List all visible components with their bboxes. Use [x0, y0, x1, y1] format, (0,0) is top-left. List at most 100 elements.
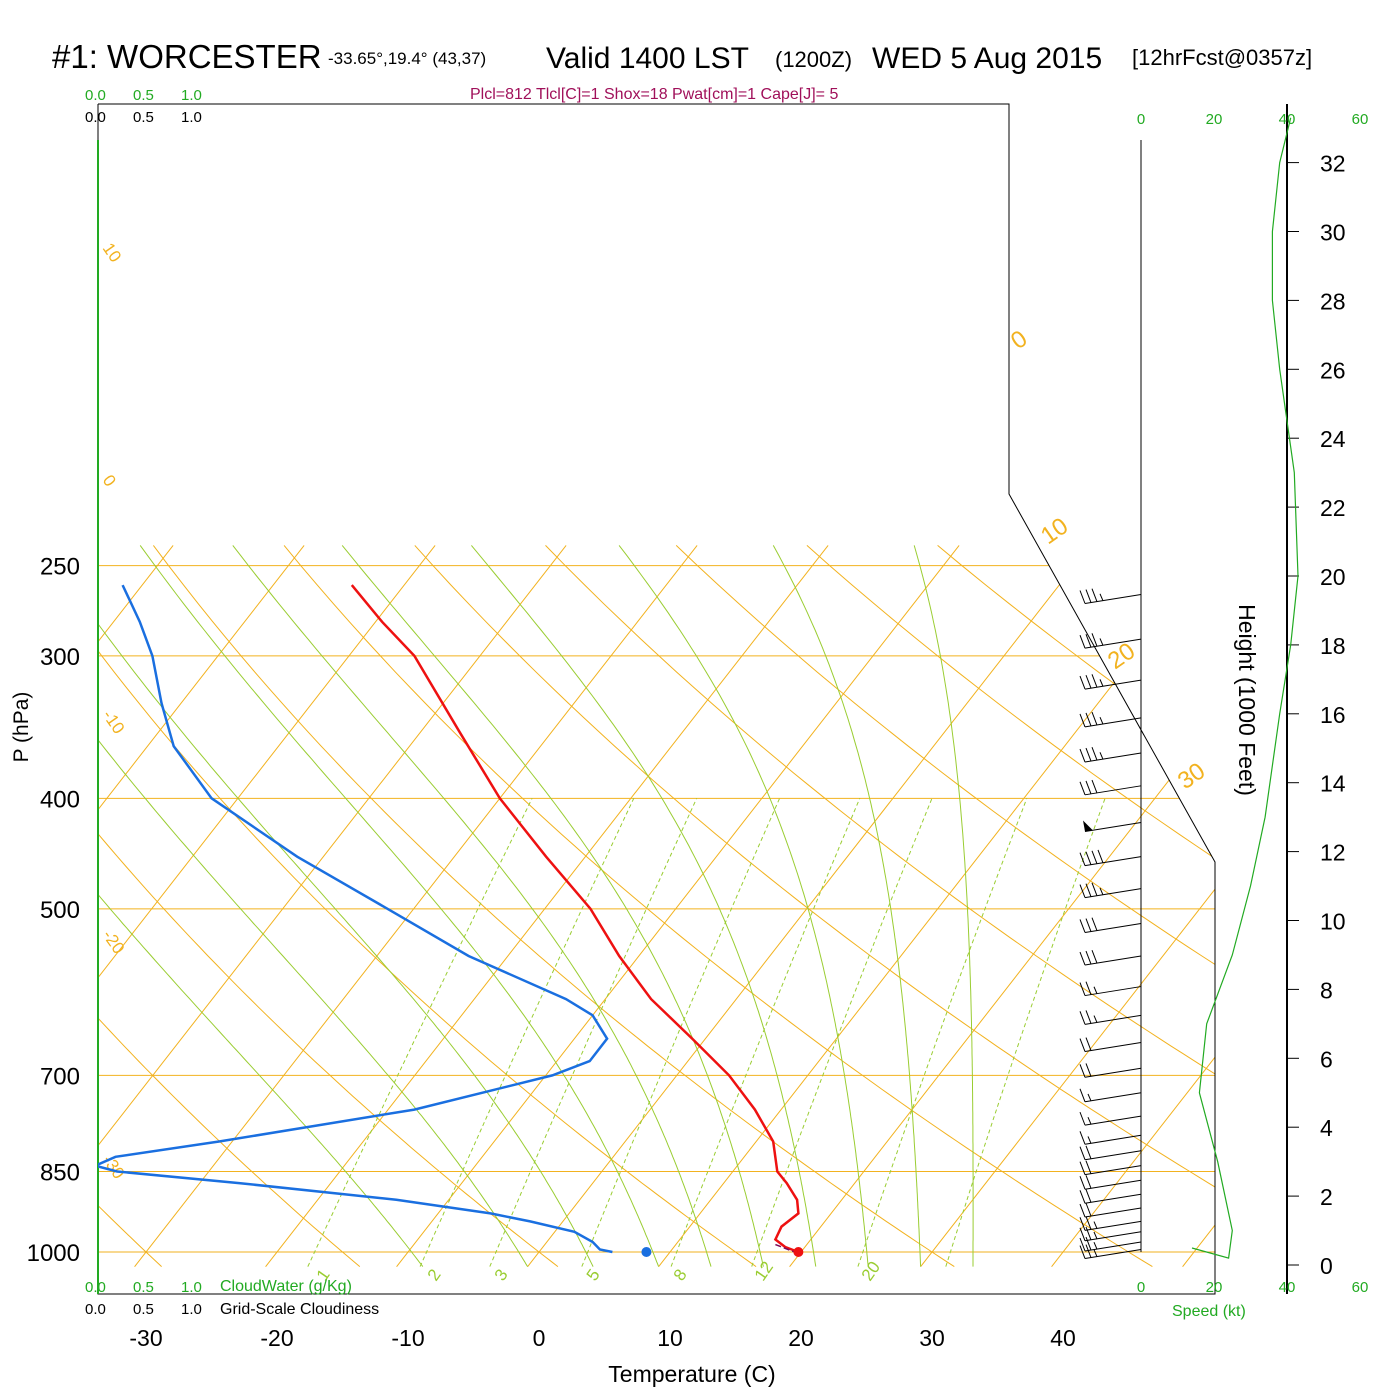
- height-tick-label: 10: [1320, 909, 1346, 935]
- wind-barb: [1079, 981, 1142, 997]
- wind-barb-flag: [1079, 1088, 1086, 1102]
- speed-tick-top: 60: [1352, 111, 1369, 128]
- y-tick-label: 850: [40, 1160, 80, 1187]
- wind-barb-flag: [1085, 1244, 1092, 1258]
- height-tick-label: 6: [1320, 1046, 1333, 1072]
- forecast-label: [12hrFcst@0357z]: [1132, 45, 1312, 70]
- wind-barb-half: [1099, 887, 1104, 896]
- wind-barb-staff: [1084, 822, 1142, 832]
- moist-adiabat-label: 10: [1036, 512, 1073, 549]
- wind-barb-flag: [1079, 1176, 1086, 1190]
- wind-barb-staff: [1084, 888, 1142, 899]
- speed-tick-top: 0: [1137, 111, 1145, 128]
- dry-adiabat-line: [98, 545, 361, 1267]
- height-tick-label: 12: [1320, 840, 1346, 866]
- mixing-ratio-line: [751, 798, 933, 1267]
- wind-barb-flag: [1091, 711, 1098, 726]
- station-coords: -33.65°,19.4° (43,37): [328, 49, 486, 68]
- wind-barb: [1079, 588, 1142, 604]
- wind-barb-flag: [1079, 919, 1086, 933]
- wind-barb-staff: [1084, 1042, 1142, 1053]
- wind-barb-flag: [1091, 747, 1098, 761]
- cloud-scale-bottom-green-1: 0.5: [133, 1279, 154, 1296]
- isotherm-line: [98, 545, 305, 1267]
- isotherm-line: [265, 545, 829, 1267]
- plot-frame: [97, 103, 1216, 1295]
- moist-adiabat-line: [98, 545, 424, 1267]
- valid-date: WED 5 Aug 2015: [872, 42, 1102, 75]
- isotherm-line: [527, 545, 1091, 1267]
- wind-barb: [1079, 1202, 1142, 1218]
- wind-barb-flag: [1085, 1189, 1092, 1203]
- wind-barb-flag: [1079, 852, 1086, 866]
- cloud-scale-bottom-green-0: 0.0: [85, 1279, 106, 1296]
- speed-tick-bottom: 60: [1352, 1279, 1369, 1296]
- wind-barb-half: [1093, 1221, 1098, 1229]
- x-tick-label: -10: [391, 1325, 424, 1351]
- height-tick-label: 18: [1320, 633, 1346, 659]
- cloud-scale-top-black-2: 1.0: [181, 109, 202, 126]
- wind-barb-flag: [1079, 634, 1086, 649]
- wind-barb: [1079, 1063, 1142, 1078]
- wind-barb: [1083, 820, 1142, 832]
- wind-barb-flag: [1091, 674, 1098, 688]
- wind-barb-flag: [1085, 589, 1092, 603]
- mixing-ratio-label: 20: [858, 1258, 884, 1284]
- wind-barb-staff: [1084, 1207, 1142, 1218]
- isotherm-line: [920, 545, 1215, 1267]
- stability-indices: Plcl=812 Tlcl[C]=1 Shox=18 Pwat[cm]=1 Ca…: [470, 86, 838, 103]
- wind-barb-flag: [1079, 1064, 1086, 1078]
- y2-axis-label: Height (1000 Feet): [1234, 604, 1260, 796]
- wind-barb-staff: [1084, 1179, 1142, 1190]
- wind-barb: [1079, 674, 1142, 690]
- wind-barb-flag: [1085, 1037, 1092, 1051]
- wind-barb-flag: [1085, 674, 1092, 689]
- mixing-ratio-label: 12: [751, 1258, 777, 1284]
- height-tick-label: 22: [1320, 495, 1346, 521]
- wind-barb-flag: [1091, 882, 1098, 896]
- mixing-ratio-line: [419, 798, 635, 1267]
- cloud-scale-top-green-1: 0.5: [133, 87, 154, 104]
- cloudwater-label: CloudWater (g/Kg): [220, 1278, 352, 1295]
- mixing-ratio-label: 8: [670, 1266, 691, 1285]
- wind-barb: [1079, 1088, 1142, 1103]
- isotherm-line: [789, 545, 1215, 1267]
- speed-label: Speed (kt): [1172, 1303, 1246, 1320]
- wind-barb-staff: [1084, 1092, 1142, 1103]
- dry-adiabat-line: [152, 545, 955, 1268]
- wind-barb-flag: [1079, 748, 1086, 763]
- wind-barb-flag: [1085, 1175, 1092, 1189]
- isotherm-line: [98, 545, 436, 1267]
- wind-barb: [1079, 1216, 1142, 1231]
- wind-barb: [1079, 1111, 1142, 1126]
- wind-barb-staff: [1084, 1165, 1142, 1176]
- y-tick-label: 700: [40, 1063, 80, 1090]
- dry-adiabat-line: [283, 545, 1153, 1268]
- moist-adiabat-line: [341, 545, 764, 1267]
- wind-barb-flag: [1079, 1227, 1086, 1241]
- height-tick-label: 20: [1320, 564, 1346, 590]
- wind-barb-flag: [1079, 1245, 1086, 1259]
- wind-barb: [1079, 917, 1142, 933]
- wind-barb-half: [1093, 1015, 1098, 1023]
- station-title: #1: WORCESTER: [52, 38, 322, 75]
- wind-barb-staff: [1084, 1134, 1142, 1145]
- cloud-scale-bottom-green-2: 1.0: [181, 1279, 202, 1296]
- wind-barb: [1079, 1131, 1142, 1145]
- wind-barb-flag: [1085, 1160, 1092, 1174]
- wind-barb: [1079, 1226, 1142, 1242]
- wind-barb-staff: [1084, 717, 1142, 728]
- dry-adiabat-label: 10: [99, 239, 125, 265]
- wind-barb: [1079, 633, 1142, 649]
- mixing-ratio-label: 5: [583, 1266, 604, 1285]
- isotherm-line: [396, 545, 960, 1267]
- moist-adiabat-label: 30: [1173, 757, 1210, 794]
- speed-tick-top: 40: [1279, 111, 1296, 128]
- cloud-scale-bottom-black-1: 0.5: [133, 1301, 154, 1318]
- moist-adiabat-label: 20: [1103, 637, 1140, 674]
- dry-adiabat-line: [545, 545, 1215, 1268]
- wind-barb-half: [1093, 1249, 1098, 1257]
- dry-adiabat-line: [1198, 544, 1215, 1268]
- wind-barb: [1079, 711, 1142, 728]
- wind-barb-staff: [1084, 1115, 1142, 1126]
